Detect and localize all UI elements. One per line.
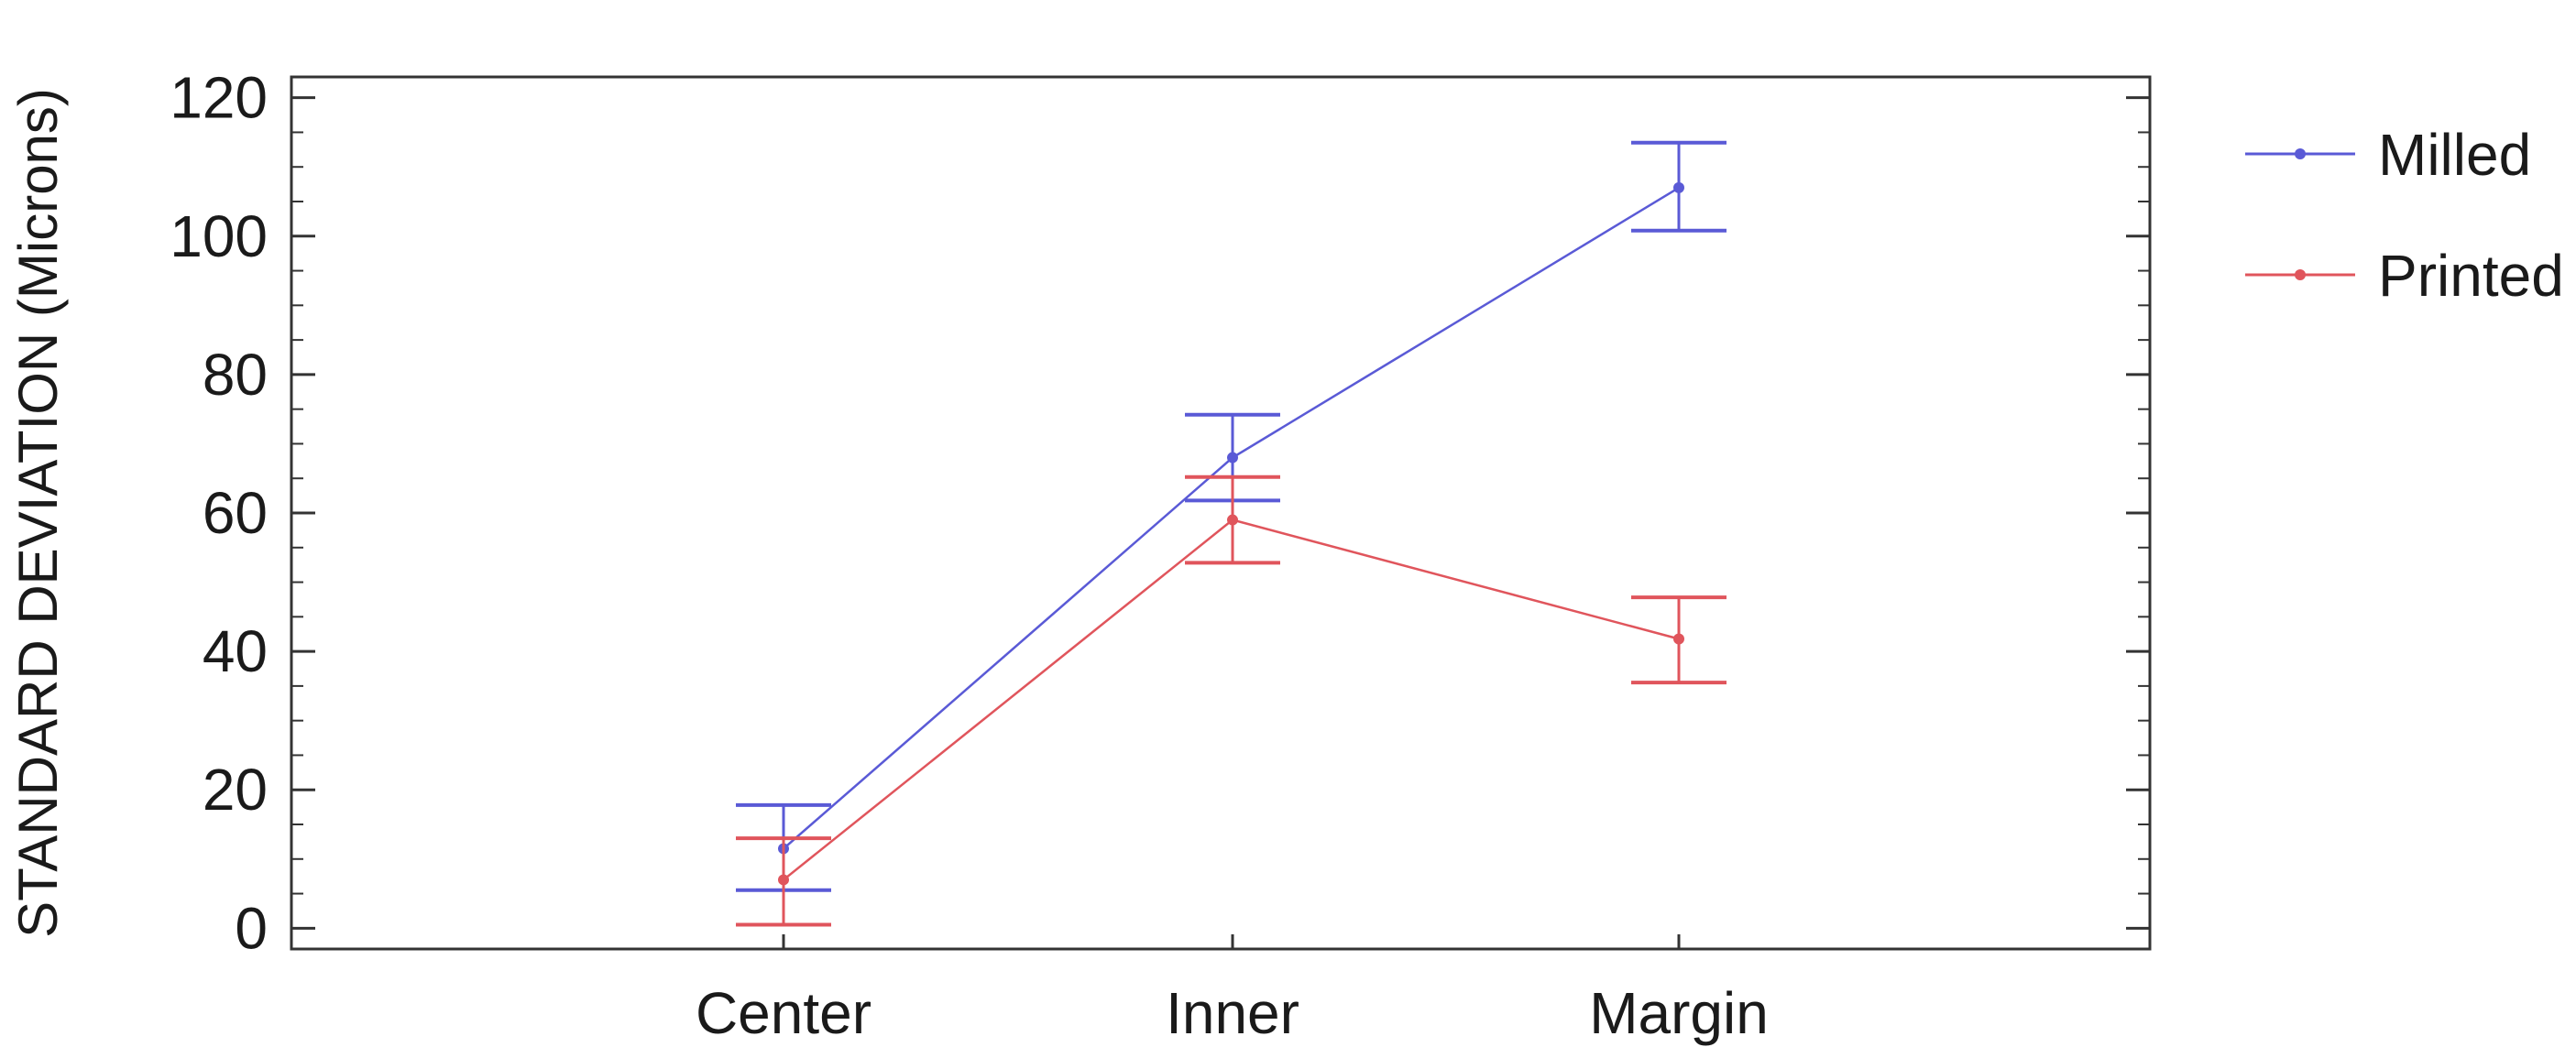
x-axis: Center Inner Margin: [696, 934, 1769, 1046]
y-tick-label: 120: [170, 65, 268, 131]
series-printed: [736, 474, 1726, 927]
legend-item-printed: Printed: [2245, 243, 2564, 309]
data-point: [1673, 633, 1684, 645]
legend-marker: [2295, 148, 2306, 159]
y-tick-label: 20: [203, 757, 268, 823]
plot-border: [290, 75, 2152, 951]
series-line: [783, 518, 1680, 881]
y-tick-label: 60: [203, 480, 268, 546]
y-axis: 0 20 40 60 80 100 120: [170, 65, 2150, 961]
legend-label: Printed: [2378, 243, 2564, 309]
y-tick-label: 80: [203, 342, 268, 408]
series-layer: [736, 140, 1726, 927]
data-point: [1227, 514, 1238, 526]
x-tick-label: Center: [696, 980, 871, 1046]
y-axis-label: STANDARD DEVIATION (Microns): [7, 88, 69, 938]
x-tick-label: Margin: [1589, 980, 1769, 1046]
data-point: [1673, 181, 1684, 193]
data-point: [778, 874, 789, 886]
legend-item-milled: Milled: [2245, 122, 2531, 188]
plot-frame: [290, 75, 2152, 951]
legend: Milled Printed: [2245, 122, 2564, 309]
x-tick-label: Inner: [1166, 980, 1299, 1046]
y-tick-label: 40: [203, 618, 268, 684]
legend-marker: [2295, 269, 2306, 280]
y-tick-label: 100: [170, 203, 268, 269]
data-point: [1227, 452, 1238, 464]
y-tick-label: 0: [235, 895, 268, 961]
legend-label: Milled: [2378, 122, 2531, 188]
